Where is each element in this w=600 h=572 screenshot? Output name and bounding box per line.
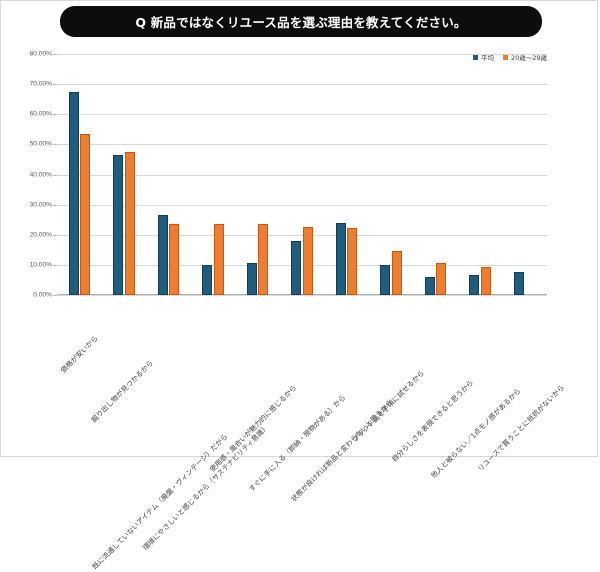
y-axis-tick-mark [53, 295, 57, 296]
y-axis-tick-label: 10.00% [29, 261, 52, 269]
legend-item[interactable]: 20歳～29歳 [503, 52, 547, 62]
y-axis-tick-mark [53, 174, 57, 176]
chart-title-banner: Q 新品ではなくリユース品を選ぶ理由を教えてください。 [60, 6, 542, 37]
bar-group [235, 54, 280, 295]
chart-legend: 平均 20歳～29歳 [473, 52, 547, 62]
gridline [57, 144, 547, 146]
x-axis-label: 他人と被らない／1点モノ感があるから [430, 299, 600, 480]
y-axis-tick-label: 0.00% [33, 291, 52, 299]
bar[interactable] [302, 227, 313, 295]
bar[interactable] [480, 266, 491, 295]
x-axis-label-text: 既に流通していないアイテム（廃盤・ヴィンテージ）だから [91, 432, 230, 572]
bar[interactable] [169, 224, 180, 295]
y-axis-tick-label: 40.00% [29, 171, 52, 178]
legend-swatch-icon [503, 54, 508, 60]
bar-group [280, 54, 325, 295]
gridline [57, 174, 547, 176]
gridline [57, 84, 547, 86]
y-axis-tick-label: 60.00% [29, 110, 52, 118]
bar-group [57, 54, 102, 295]
x-axis-label-text: 掘り出し物が見つかるから [89, 359, 155, 425]
x-axis-label: 価格が安いから [60, 299, 136, 374]
bar[interactable] [202, 265, 213, 295]
gridline [57, 295, 547, 296]
bar[interactable] [335, 222, 346, 295]
y-axis-tick-label: 50.00% [29, 140, 52, 148]
x-axis-label-text: リユースで買うことに抵抗がないから [476, 383, 566, 474]
bar-group [502, 54, 547, 295]
bar[interactable] [513, 271, 524, 295]
bar[interactable] [391, 251, 402, 295]
bar[interactable] [424, 276, 435, 295]
y-axis-tick-mark [53, 204, 57, 206]
bar[interactable] [436, 263, 447, 295]
x-axis-label: すぐに手に入る（即納・現物がある）から [248, 299, 442, 494]
x-axis-line [57, 294, 547, 295]
bar[interactable] [380, 265, 391, 295]
legend-item[interactable]: 平均 [473, 52, 494, 62]
x-axis-label: 掘り出し物が見つかるから [90, 299, 214, 424]
y-axis-tick-mark [53, 54, 57, 55]
y-axis-tick-label: 80.00% [29, 50, 52, 58]
gridline [57, 54, 547, 55]
bar-group [369, 54, 414, 295]
bar[interactable] [124, 151, 135, 295]
bar-group [324, 54, 369, 295]
bar[interactable] [157, 215, 168, 295]
bar-group [102, 54, 147, 295]
plot-area: 0.00% 10.00% 20.00% 30.00% 40.00% 50.00% 60.00… [30, 51, 547, 299]
bar[interactable] [113, 154, 124, 295]
y-axis-tick-label: 70.00% [29, 80, 52, 88]
gridline [57, 204, 547, 206]
bar[interactable] [213, 224, 224, 295]
bar[interactable] [347, 227, 358, 295]
legend-swatch-icon [473, 54, 478, 60]
bar-groups [57, 54, 547, 295]
y-axis-tick-mark [53, 114, 57, 116]
y-axis-tick-mark [53, 84, 57, 86]
page-title: Q 新品ではなくリユース品を選ぶ理由を教えてください。 [135, 15, 467, 30]
x-axis-label-text: すぐに手に入る（即納・現物がある）から [247, 393, 348, 494]
bar[interactable] [246, 263, 257, 295]
y-axis-tick-mark [53, 234, 57, 236]
y-axis-tick-mark [53, 264, 57, 266]
legend-label: 20歳～29歳 [511, 54, 548, 62]
bar[interactable] [80, 133, 91, 295]
bar-group [191, 54, 236, 295]
gridline [57, 234, 547, 236]
bar[interactable] [291, 240, 302, 295]
bar[interactable] [68, 91, 79, 295]
y-axis-tick-mark [53, 144, 57, 146]
bar-group [413, 54, 458, 295]
x-axis-label-text: 価格が安いから [59, 334, 100, 375]
bar-group [146, 54, 191, 295]
gridline [57, 114, 547, 116]
bar[interactable] [258, 224, 269, 295]
x-axis-label: 既に流通していないアイテム（廃盤・ヴィンテージ）だから [91, 299, 363, 572]
y-axis-tick-label: 30.00% [29, 201, 52, 209]
legend-label: 平均 [481, 54, 494, 62]
y-axis-tick-label: 20.00% [29, 231, 52, 239]
gridline [57, 264, 547, 266]
bar[interactable] [469, 275, 480, 295]
bar-group [458, 54, 503, 295]
